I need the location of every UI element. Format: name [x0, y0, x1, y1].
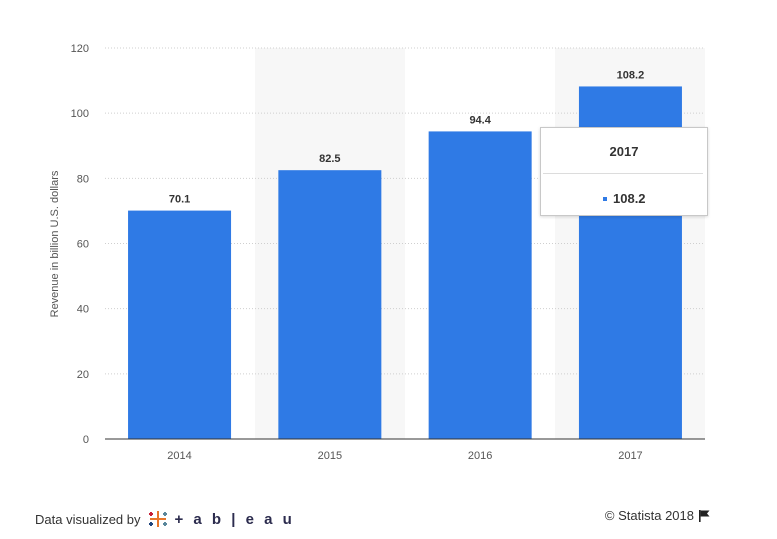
data-label: 94.4	[469, 114, 491, 126]
data-label: 70.1	[169, 194, 190, 206]
data-visualized-by-text: Data visualized by	[35, 511, 141, 527]
x-tick-label: 2017	[618, 450, 642, 462]
tooltip-title: 2017	[609, 144, 639, 159]
y-tick-label: 120	[71, 43, 89, 55]
hover-tooltip: 2017 108.2	[540, 127, 708, 216]
bar-2014[interactable]	[128, 210, 232, 439]
y-tick-label: 40	[77, 304, 89, 316]
tableau-logo-icon	[148, 511, 167, 527]
bar-2015[interactable]	[278, 170, 382, 439]
copyright-text: © Statista 2018	[604, 508, 694, 523]
tooltip-value: 108.2	[613, 191, 646, 206]
y-axis-ticks: 0 20 40 60 80 100 120	[71, 43, 89, 446]
x-axis-ticks: 2014 2015 2016 2017	[167, 450, 642, 462]
bar-2016[interactable]	[428, 131, 532, 439]
y-tick-label: 20	[77, 369, 89, 381]
tooltip-divider	[543, 173, 703, 174]
statista-credit[interactable]: © Statista 2018	[605, 508, 710, 523]
flag-icon[interactable]	[699, 509, 710, 522]
x-tick-label: 2014	[167, 450, 191, 462]
tableau-credit[interactable]: Data visualized by + a b | e a u	[35, 508, 295, 530]
y-tick-label: 100	[71, 108, 89, 120]
tooltip-value-row: 108.2	[603, 191, 646, 206]
bars	[128, 86, 682, 439]
x-tick-label: 2015	[318, 450, 342, 462]
data-labels: 70.1 82.5 94.4 108.2	[169, 69, 644, 205]
y-tick-label: 0	[83, 434, 89, 446]
y-tick-label: 80	[77, 173, 89, 185]
tableau-wordmark: + a b | e a u	[174, 510, 295, 528]
data-label: 108.2	[617, 69, 645, 81]
y-axis-label: Revenue in billion U.S. dollars	[49, 170, 61, 317]
series-dot-icon	[603, 196, 607, 201]
data-label: 82.5	[319, 153, 340, 165]
x-tick-label: 2016	[468, 450, 492, 462]
y-tick-label: 60	[77, 239, 89, 251]
